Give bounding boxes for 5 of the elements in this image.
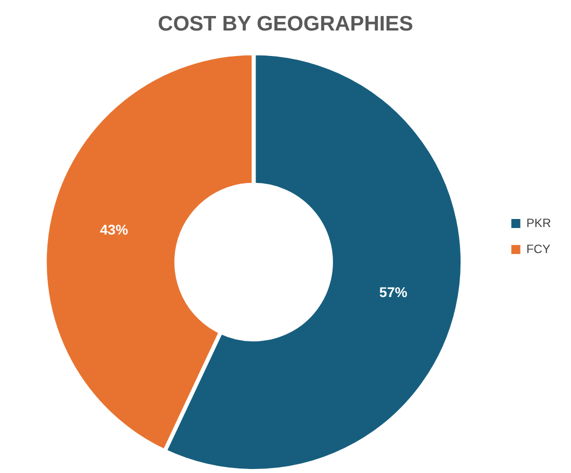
legend-label: PKR bbox=[526, 216, 552, 230]
chart-title: COST BY GEOGRAPHIES bbox=[158, 12, 414, 36]
data-label: 43% bbox=[100, 222, 129, 238]
legend-label: FCY bbox=[526, 242, 550, 256]
data-label: 57% bbox=[379, 284, 408, 300]
